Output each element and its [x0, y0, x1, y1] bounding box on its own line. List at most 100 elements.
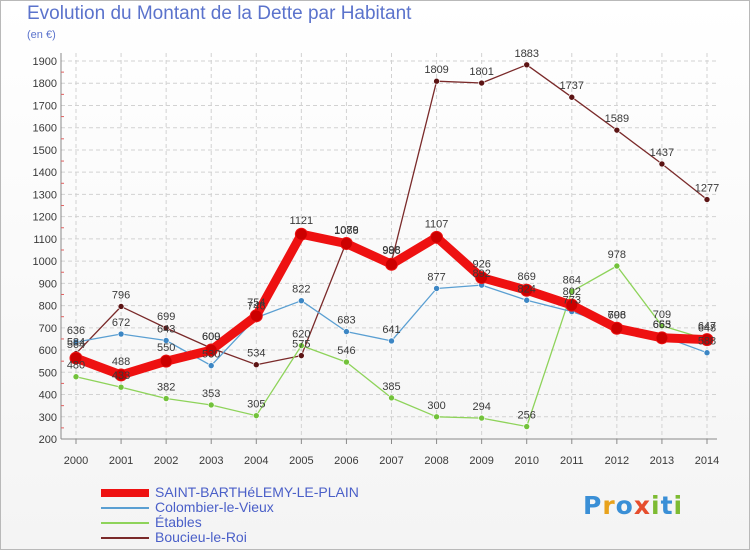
data-label: 1589 [605, 113, 629, 125]
unit-label: (en €) [27, 29, 56, 41]
data-point [207, 362, 215, 369]
data-label: 1107 [425, 218, 449, 230]
legend-label-etables: Étables [155, 514, 202, 530]
data-point [523, 296, 531, 304]
data-point [478, 414, 485, 422]
data-label: 802 [563, 286, 581, 298]
data-label: 824 [518, 283, 536, 295]
data-point [252, 361, 260, 369]
x-tick-label: 2012 [605, 455, 629, 467]
data-point [655, 331, 669, 345]
data-point [658, 160, 666, 168]
data-point [568, 93, 576, 101]
y-tick-label: 1600 [33, 123, 57, 135]
data-label: 550 [157, 342, 175, 354]
data-label: 643 [157, 323, 175, 335]
series-layer [69, 61, 714, 430]
data-label: 294 [472, 401, 490, 413]
data-point [613, 262, 621, 270]
data-label: 353 [202, 388, 220, 400]
y-tick-label: 800 [39, 301, 57, 313]
data-label: 683 [337, 315, 355, 327]
data-label: 986 [382, 245, 400, 257]
y-tick-label: 200 [39, 434, 57, 446]
x-tick-label: 2004 [244, 455, 268, 467]
data-label: 641 [382, 324, 400, 336]
y-tick-label: 1700 [33, 100, 57, 112]
data-label: 663 [653, 319, 671, 331]
data-point [204, 343, 218, 357]
data-point [433, 285, 440, 292]
proxiti-logo: Proxiti [583, 491, 684, 520]
data-point [613, 126, 621, 134]
x-tick-label: 2003 [199, 455, 223, 467]
data-point [207, 401, 215, 409]
data-point [162, 337, 170, 344]
data-label: 1079 [334, 225, 358, 237]
data-point [72, 338, 80, 346]
axis-layer: 200 300 400 500 600 700 800 900 1000 1100 1200 1300… [33, 53, 719, 467]
data-label: 699 [157, 311, 175, 323]
data-label: 256 [518, 410, 536, 422]
data-point [294, 227, 308, 241]
x-tick-label: 2008 [424, 455, 448, 467]
data-point [520, 283, 534, 297]
data-label: 575 [292, 339, 310, 351]
data-label: 534 [247, 348, 265, 360]
data-label: 1809 [424, 64, 448, 76]
data-label: 1801 [469, 66, 493, 78]
data-label: 892 [472, 268, 490, 280]
data-label: 480 [67, 360, 85, 372]
data-label: 488 [112, 356, 130, 368]
data-point [162, 324, 170, 332]
y-tick-label: 600 [39, 345, 57, 357]
data-point [117, 330, 125, 338]
x-tick-label: 2006 [334, 455, 358, 467]
data-label: 672 [112, 317, 130, 329]
data-label: 746 [247, 301, 265, 313]
data-point [388, 337, 395, 345]
data-label: 869 [518, 271, 536, 283]
y-tick-label: 1100 [33, 234, 57, 246]
legend-swatch-etables [101, 522, 149, 524]
data-point [610, 321, 624, 335]
data-point [475, 271, 489, 285]
data-point [523, 423, 531, 430]
x-tick-label: 2001 [109, 455, 133, 467]
data-label: 433 [112, 370, 130, 382]
data-point [703, 196, 711, 203]
data-label: 620 [292, 329, 310, 341]
data-label: 655 [653, 319, 671, 331]
data-point [430, 230, 444, 244]
data-point [700, 333, 714, 347]
y-tick-label: 500 [39, 367, 57, 379]
data-label: 698 [608, 309, 626, 321]
data-label: 382 [157, 382, 175, 394]
data-point [703, 349, 711, 357]
data-label: 564 [67, 339, 85, 351]
x-tick-label: 2010 [514, 455, 538, 467]
data-label: 530 [202, 349, 220, 361]
data-point [298, 342, 305, 349]
data-label: 647 [698, 321, 716, 333]
y-tick-label: 1300 [33, 189, 57, 201]
data-label: 588 [698, 336, 716, 348]
data-label: 1737 [560, 80, 584, 92]
data-label: 1437 [650, 147, 674, 159]
data-point [343, 358, 350, 366]
data-point [523, 61, 531, 69]
data-label: 300 [427, 400, 445, 412]
x-tick-label: 2000 [64, 455, 88, 467]
data-point [117, 383, 125, 391]
chart-title: Evolution du Montant de la Dette par Hab… [27, 3, 412, 24]
data-label: 648 [698, 322, 716, 334]
data-point [114, 368, 128, 382]
y-tick-label: 1400 [33, 167, 57, 179]
data-label: 877 [427, 271, 445, 283]
data-label-layer: 584 796 699 609 534 575 1086 998 1809 1801 1883 173… [67, 48, 719, 422]
data-point [568, 288, 576, 295]
y-tick-label: 400 [39, 390, 57, 402]
x-tick-label: 2013 [650, 455, 674, 467]
data-point [565, 298, 579, 312]
